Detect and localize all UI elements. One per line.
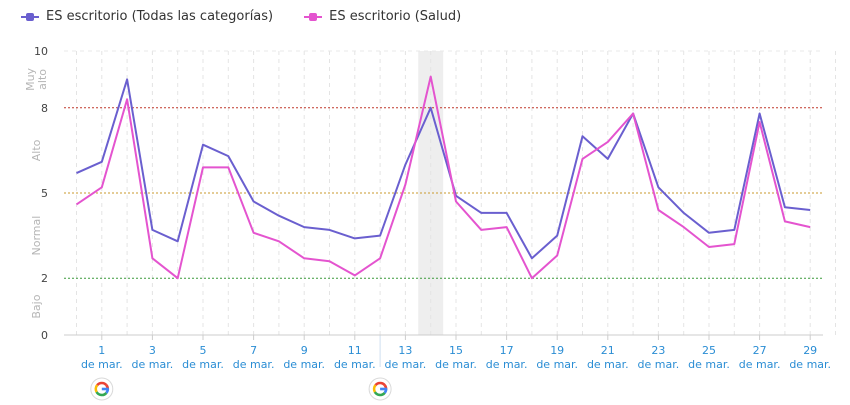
legend-swatch-health xyxy=(304,11,323,23)
legend-swatch-all-categories xyxy=(21,11,39,23)
x-tick-label: de mar. xyxy=(789,358,831,371)
x-tick-label: 13 xyxy=(398,344,412,357)
x-tick-label: de mar. xyxy=(587,358,629,371)
x-tick-label: de mar. xyxy=(688,358,730,371)
x-tick-label: de mar. xyxy=(536,358,578,371)
x-tick-label: 11 xyxy=(348,344,362,357)
legend-item-health[interactable]: ES escritorio (Salud) xyxy=(304,9,462,24)
x-tick-label: 17 xyxy=(500,344,514,357)
x-tick-label: 19 xyxy=(550,344,564,357)
x-tick-label: 1 xyxy=(98,344,105,357)
highlight-column xyxy=(418,51,444,335)
x-tick-label: de mar. xyxy=(739,358,781,371)
x-tick-label: 7 xyxy=(250,344,257,357)
series-line-health xyxy=(75,75,811,280)
y-tick-label: 0 xyxy=(41,329,48,342)
x-tick-label: de mar. xyxy=(81,358,123,371)
x-tick-label: 29 xyxy=(803,344,817,357)
x-tick-label: de mar. xyxy=(132,358,174,371)
google-update-icon[interactable] xyxy=(368,377,392,401)
legend-label-all-categories: ES escritorio (Todas las categorías) xyxy=(46,9,274,24)
y-tick-label: 5 xyxy=(41,187,48,200)
x-tick-label: de mar. xyxy=(435,358,477,371)
legend-label-health: ES escritorio (Salud) xyxy=(329,9,462,24)
x-tick-label: 21 xyxy=(601,344,615,357)
y-tick-label: 8 xyxy=(41,102,48,115)
x-tick-label: 25 xyxy=(702,344,716,357)
band-label: Bajo xyxy=(30,294,43,318)
x-tick-label: de mar. xyxy=(638,358,680,371)
legend: ES escritorio (Todas las categorías) ES … xyxy=(21,9,462,24)
x-tick-label: 15 xyxy=(449,344,463,357)
x-tick-label: 5 xyxy=(200,344,207,357)
x-tick-label: de mar. xyxy=(334,358,376,371)
band-label: alto xyxy=(36,69,49,90)
legend-item-all-categories[interactable]: ES escritorio (Todas las categorías) xyxy=(21,9,274,24)
x-tick-label: 23 xyxy=(651,344,665,357)
google-update-icon[interactable] xyxy=(90,377,114,401)
x-tick-label: 27 xyxy=(753,344,767,357)
x-tick-label: de mar. xyxy=(486,358,528,371)
x-tick-label: de mar. xyxy=(385,358,427,371)
x-tick-label: de mar. xyxy=(233,358,275,371)
band-label: Muy xyxy=(24,67,37,90)
y-tick-label: 2 xyxy=(41,272,48,285)
series-line-all-categories xyxy=(76,78,811,260)
y-tick-label: 10 xyxy=(34,45,48,58)
x-tick-label: de mar. xyxy=(283,358,325,371)
x-tick-label: de mar. xyxy=(182,358,224,371)
x-tick-label: 3 xyxy=(149,344,156,357)
band-label: Normal xyxy=(30,216,43,256)
x-tick-label: 9 xyxy=(301,344,308,357)
band-label: Alto xyxy=(30,139,43,161)
